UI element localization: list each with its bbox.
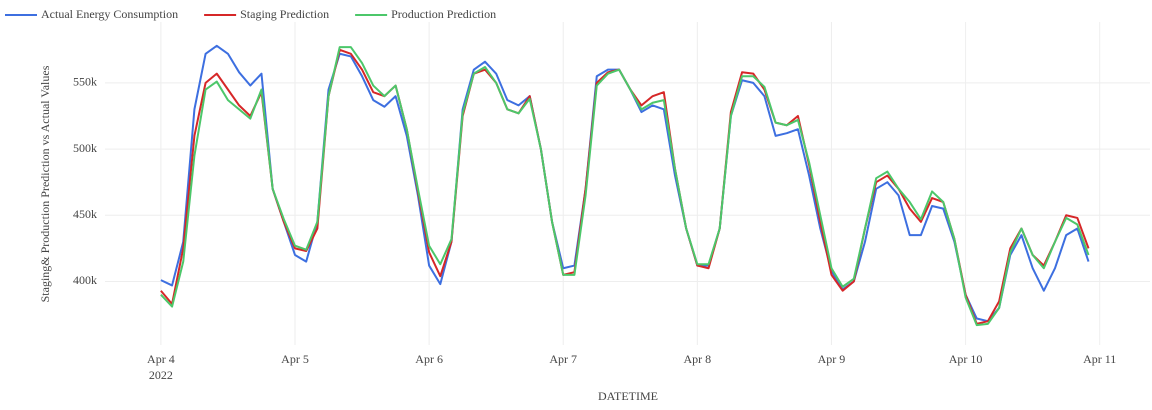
y-tick-label: 450k [73, 207, 97, 221]
y-tick-label: 400k [73, 273, 97, 287]
series-line [160, 46, 1090, 327]
legend-label: Staging Prediction [240, 7, 329, 21]
y-tick-label: 500k [73, 141, 97, 155]
legend: Actual Energy Consumption Staging Predict… [5, 7, 496, 21]
y-axis-label: Staging& Production Prediction vs Actual… [38, 65, 52, 302]
legend-item: Actual Energy Consumption [5, 7, 178, 21]
series-line [160, 44, 1090, 323]
x-axis-label: DATETIME [598, 389, 658, 403]
series-line [160, 48, 1090, 325]
x-tick-label: Apr 7 [549, 352, 577, 366]
legend-item: Staging Prediction [204, 7, 329, 21]
x-tick-label: Apr 8 [684, 352, 712, 366]
x-tick-label: Apr 9 [818, 352, 846, 366]
legend-label: Production Prediction [391, 7, 496, 21]
x-tick-label: Apr 10 [949, 352, 983, 366]
x-tick-label: Apr 6 [415, 352, 443, 366]
legend-item: Production Prediction [355, 7, 496, 21]
legend-label: Actual Energy Consumption [41, 7, 178, 21]
x-tick-label: Apr 4 [147, 352, 175, 366]
x-tick-label: Apr 5 [281, 352, 309, 366]
x-year-label: 2022 [149, 368, 173, 382]
y-tick-label: 550k [73, 75, 97, 89]
x-tick-label: Apr 11 [1083, 352, 1116, 366]
